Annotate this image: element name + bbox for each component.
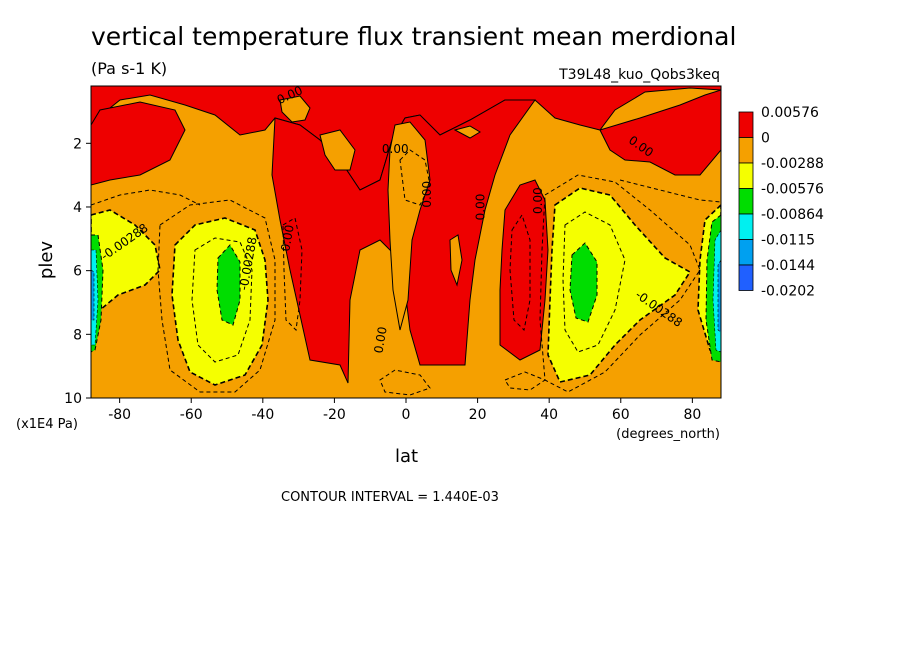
legend-level-label: -0.00864 [761, 207, 824, 223]
legend-swatch [738, 162, 754, 189]
x-tick-label: 80 [683, 407, 701, 423]
lower-right-dashed-loop [504, 371, 547, 391]
green-core-east [569, 242, 598, 323]
legend-level-label: -0.0115 [761, 233, 815, 249]
y-axis-label: plev [36, 241, 57, 280]
legend-level-label: -0.0144 [761, 258, 815, 274]
x-tick-label: -20 [323, 407, 346, 423]
legend-swatch [738, 264, 754, 291]
contour-value-label: 0.00 [474, 194, 488, 221]
cutout-top-center [319, 129, 356, 171]
legend-swatch [738, 239, 754, 266]
center-dashed-loop [399, 149, 431, 206]
orange-cutouts [279, 95, 481, 331]
red-inner-contour-right [509, 213, 531, 332]
blue-strip-east [717, 259, 721, 333]
inner-contour-east [562, 211, 626, 353]
contour-value-label: 0.00 [531, 187, 545, 214]
y-tick-label: 4 [73, 200, 82, 216]
run-label: T39L48_kuo_Qobs3keq [558, 67, 720, 83]
legend-level-label: 0 [761, 131, 770, 147]
y-tick-label: 8 [73, 327, 82, 343]
y-tick-label: 2 [73, 136, 82, 152]
blue-strip-west [91, 269, 95, 321]
inner-contour-west [191, 237, 253, 363]
x-axis: -80 -60 -40 -20 0 20 40 60 80 [108, 398, 701, 423]
legend-swatch [738, 188, 754, 215]
cutout-center-slit [449, 234, 463, 287]
x-axis-label: lat [395, 446, 418, 467]
legend-swatch [738, 111, 754, 138]
red-inner-contour-left [282, 217, 303, 332]
dashed-contour-upper-left [91, 189, 201, 206]
legend-swatch [738, 137, 754, 164]
x-tick-label: -80 [108, 407, 131, 423]
contour-value-label: 0.00 [382, 142, 409, 156]
y-axis-units: (x1E4 Pa) [16, 417, 78, 432]
inner-contours [91, 149, 721, 396]
dashed-contour-upper-right [619, 179, 721, 203]
right-red-lobe [599, 89, 721, 176]
contour-value-label: 0.00 [278, 224, 296, 253]
cutout-upper-left [279, 95, 311, 123]
contour-value-label: 0.00 [371, 326, 389, 355]
legend-level-label: 0.00576 [761, 105, 819, 121]
contour-field: 0.000.000.00 0.00 0.000.000.000.00-0.00288… [91, 86, 721, 398]
contour-interval: CONTOUR INTERVAL = 1.440E-03 [281, 490, 499, 505]
x-tick-label: -60 [180, 407, 203, 423]
y-axis: 2 4 6 8 10 [64, 136, 91, 407]
cutout-center-column [387, 121, 431, 331]
x-tick-label: 60 [612, 407, 630, 423]
outer-contour-west [157, 199, 276, 393]
edge-strips [91, 229, 721, 353]
contour-value-label: 0.00 [420, 181, 434, 208]
legend-swatch [738, 213, 754, 240]
right-red-column [499, 179, 549, 361]
yellow-region-east [547, 187, 692, 383]
legend-level-label: -0.00288 [761, 156, 824, 172]
units-label: (Pa s-1 K) [91, 59, 167, 78]
x-tick-label: 40 [540, 407, 558, 423]
x-tick-label: 20 [469, 407, 487, 423]
x-axis-units: (degrees_north) [616, 427, 720, 442]
y-tick-label: 6 [73, 264, 82, 280]
legend-level-label: -0.0202 [761, 284, 815, 300]
left-red-lobe [91, 101, 186, 186]
y-tick-label: 10 [64, 391, 82, 407]
x-tick-label: 0 [402, 407, 411, 423]
green-core-west [216, 244, 241, 326]
chart-title: vertical temperature flux transient mean… [91, 22, 736, 51]
cutout-upper-right [453, 125, 481, 139]
x-tick-label: -40 [251, 407, 274, 423]
legend-level-label: -0.00576 [761, 182, 824, 198]
lower-dashed-loop [379, 369, 431, 396]
color-legend: 0.00576 0 -0.00288 -0.00576 -0.00864 -0.0115 -… [738, 105, 824, 300]
